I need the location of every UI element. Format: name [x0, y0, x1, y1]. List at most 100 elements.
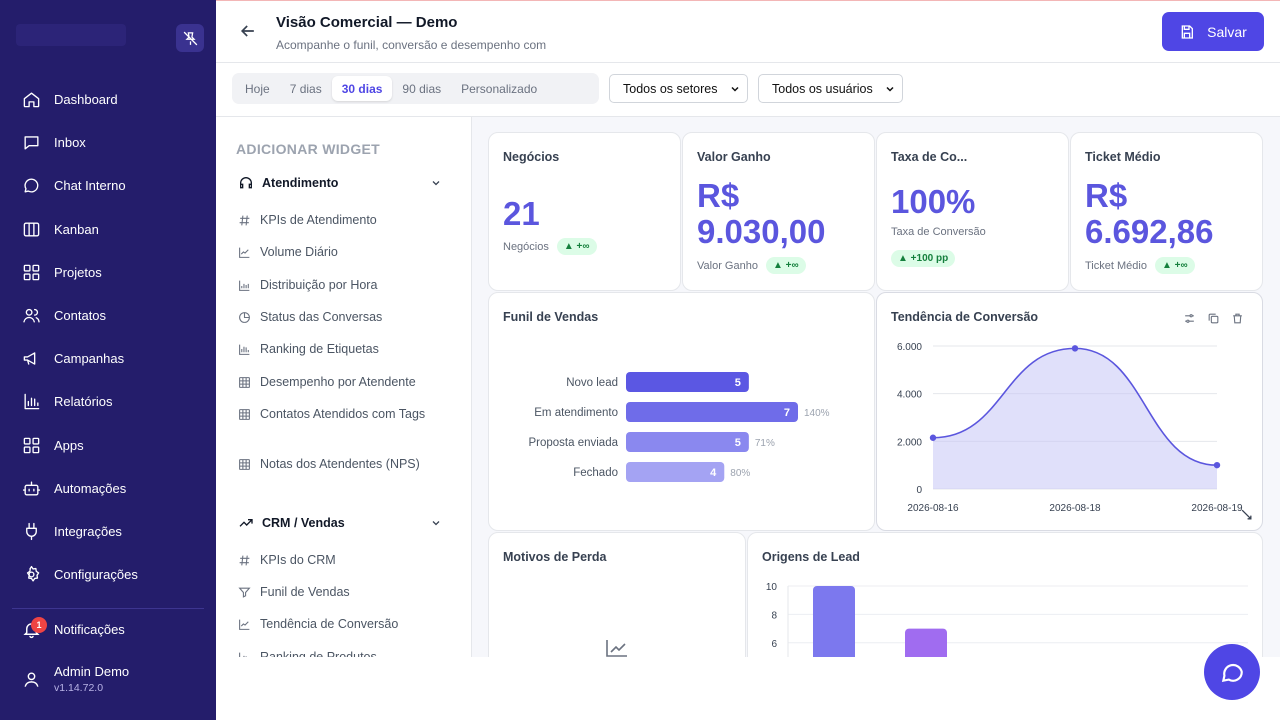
widget-list-item[interactable]: Desempenho por Atendente [238, 373, 438, 391]
widget-list-item[interactable]: KPIs do CRM [238, 551, 438, 569]
save-button[interactable]: Salvar [1162, 12, 1264, 51]
widget-list-item-label: Tendência de Conversão [260, 617, 399, 632]
app-version: v1.14.72.0 [54, 682, 104, 694]
duplicate-icon[interactable] [1207, 312, 1220, 325]
funnel-bar [626, 462, 725, 482]
sector-select[interactable]: Todos os setores [609, 74, 748, 103]
kpi-subtitle: Ticket Médio [1085, 259, 1147, 272]
widget-list-item-label: Ranking de Produtos [260, 649, 377, 657]
period-option[interactable]: 90 dias [402, 81, 442, 96]
widget-type-icon [238, 587, 251, 598]
page-title: Visão Comercial — Demo [276, 14, 458, 31]
sidebar-item-configuracoes[interactable]: Configurações [0, 553, 216, 596]
sidebar-item-apps[interactable]: Apps [0, 424, 216, 467]
period-option[interactable]: Personalizado [461, 81, 538, 96]
widget-list-item[interactable]: Ranking de Etiquetas [238, 340, 438, 358]
sidebar-item-label: Automações [54, 480, 127, 496]
resize-handle-icon[interactable] [1240, 508, 1253, 521]
inbox-icon [24, 136, 39, 150]
kpi-card-won-value[interactable]: Valor Ganho R$ 9.030,00 Valor Ganho ▲ +∞ [682, 132, 875, 291]
chat-support-button[interactable] [1204, 644, 1260, 700]
headset-icon [240, 177, 252, 189]
card-title: Motivos de Perda [503, 550, 607, 564]
filter-bar: Hoje 7 dias 30 dias 90 dias Personalizado To… [216, 63, 1280, 117]
unpin-sidebar-button[interactable] [176, 24, 204, 52]
sidebar-divider [12, 608, 204, 609]
period-option[interactable]: Hoje [245, 81, 270, 96]
widget-category-header[interactable]: Atendimento [238, 175, 450, 191]
widget-list-item[interactable]: Ranking de Produtos [238, 648, 438, 657]
trend-badge: ▲ +∞ [556, 238, 597, 255]
widget-list-item[interactable]: Contatos Atendidos com Tags [238, 405, 438, 423]
widget-library-heading: ADICIONAR WIDGET [236, 141, 381, 157]
user-profile[interactable]: Admin Demo v1.14.72.0 [22, 664, 129, 694]
x-tick-label: 2026-08-18 [1049, 503, 1101, 514]
notifications-label: Notificações [54, 622, 125, 637]
sidebar-item-dashboard[interactable]: Dashboard [0, 78, 216, 121]
pin-off-icon [183, 31, 197, 45]
widget-list-item-label: Funil de Vendas [260, 585, 350, 600]
sidebar-item-automacoes[interactable]: Automações [0, 467, 216, 510]
sidebar-nav: Dashboard Inbox Chat Interno Kanban Projetos… [0, 78, 216, 596]
y-tick-label: 8 [771, 610, 777, 621]
user-select[interactable]: Todos os usuários [758, 74, 903, 103]
widget-list-item-label: Desempenho por Atendente [260, 374, 416, 389]
widget-list-item[interactable]: Tendência de Conversão [238, 615, 438, 633]
widget-list-item[interactable]: Status das Conversas [238, 308, 438, 326]
period-selector: Hoje 7 dias 30 dias 90 dias Personalizado [232, 73, 599, 104]
sidebar-item-notifications[interactable]: 1 Notificações [22, 617, 125, 639]
sidebar-item-inbox[interactable]: Inbox [0, 121, 216, 164]
sidebar-item-label: Integrações [54, 523, 122, 539]
app-logo [16, 24, 126, 46]
card-title: Tendência de Conversão [891, 310, 1039, 324]
y-tick-label: 0 [916, 485, 922, 496]
widget-category-header[interactable]: CRM / Vendas [238, 515, 450, 531]
save-button-label: Salvar [1207, 23, 1247, 40]
settings-sliders-icon[interactable] [1183, 312, 1196, 325]
back-arrow-icon[interactable] [238, 21, 258, 41]
sidebar-item-relatorios[interactable]: Relatórios [0, 380, 216, 423]
funnel-card[interactable]: Funil de Vendas Novo lead 5 Em atendimento… [488, 292, 875, 531]
widget-category-label: CRM / Vendas [262, 515, 345, 530]
card-title: Funil de Vendas [503, 310, 599, 324]
sidebar-item-integracoes[interactable]: Integrações [0, 510, 216, 553]
apps-icon [23, 437, 40, 453]
funnel-bar-value: 5 [735, 437, 741, 449]
x-tick-label: 2026-08-19 [1191, 503, 1243, 514]
period-option[interactable]: 7 dias [289, 81, 322, 96]
widget-list-item[interactable]: KPIs de Atendimento [238, 211, 438, 229]
widget-list-item-label: Distribuição por Hora [260, 277, 378, 292]
kpi-subtitle: Valor Ganho [697, 259, 758, 272]
kpi-value: 100% [891, 183, 976, 220]
sidebar-item-chat-interno[interactable]: Chat Interno [0, 164, 216, 207]
trash-icon[interactable] [1231, 312, 1244, 325]
widget-list-item[interactable]: Notas dos Atendentes (NPS) [238, 455, 438, 473]
sidebar-item-label: Configurações [54, 567, 138, 583]
trend-area [933, 348, 1217, 489]
funnel-bar [626, 432, 749, 452]
user-icon [24, 671, 39, 687]
kpi-card-deals[interactable]: Negócios 21 Negócios ▲ +∞ [488, 132, 681, 291]
period-option[interactable]: 30 dias [331, 76, 393, 101]
kpi-title: Taxa de Co... [891, 150, 968, 164]
widget-list-item[interactable]: Volume Diário [238, 243, 438, 261]
sidebar-item-label: Campanhas [54, 351, 125, 367]
sidebar-item-contatos[interactable]: Contatos [0, 294, 216, 337]
widget-type-icon [239, 280, 250, 291]
sidebar-item-projetos[interactable]: Projetos [0, 251, 216, 294]
kpi-value-currency: R$ [1085, 177, 1128, 214]
kpi-card-average-ticket[interactable]: Ticket Médio R$ 6.692,86 Ticket Médio ▲ +… [1070, 132, 1263, 291]
sidebar-item-campanhas[interactable]: Campanhas [0, 337, 216, 380]
widget-list-item[interactable]: Funil de Vendas [238, 583, 438, 601]
widget-list-item-label: KPIs do CRM [260, 552, 336, 567]
kpi-card-conversion-rate[interactable]: Taxa de Co... 100% Taxa de Conversão ▲ +… [876, 132, 1069, 291]
loss-reasons-card[interactable]: Motivos de Perda [488, 532, 746, 657]
sidebar-item-label: Projetos [54, 264, 102, 280]
lead-origins-card[interactable]: Origens de Lead 6 8 10 [747, 532, 1263, 657]
trending-up-icon [239, 518, 253, 527]
widget-library: ADICIONAR WIDGET Atendimento KPIs de Aten… [216, 117, 472, 657]
sidebar-item-label: Inbox [54, 135, 86, 151]
sidebar-item-kanban[interactable]: Kanban [0, 208, 216, 251]
widget-list-item[interactable]: Distribuição por Hora [238, 276, 438, 294]
trend-card[interactable]: Tendência de Conversão 0 2.000 4.000 6.000 2… [876, 292, 1263, 531]
